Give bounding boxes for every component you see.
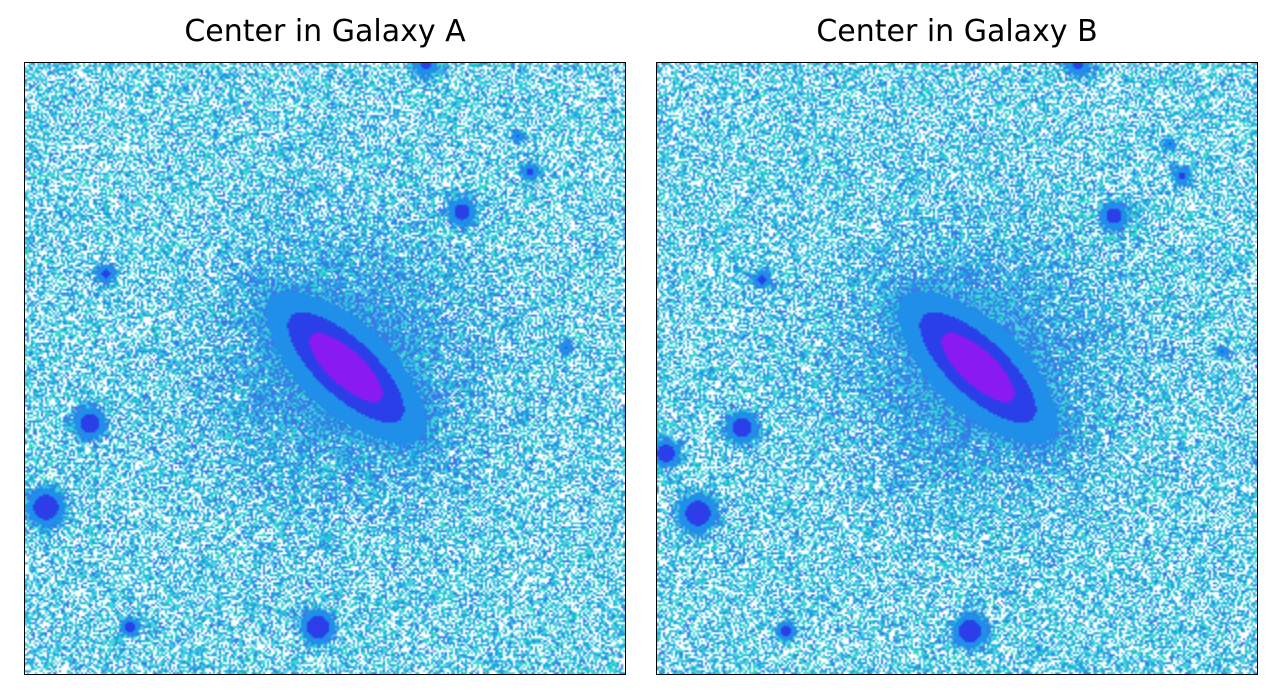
galaxy-b-image: [657, 63, 1257, 674]
galaxy-a-image: [25, 63, 625, 674]
panel-title-galaxy-b: Center in Galaxy B: [816, 14, 1098, 49]
panel-title-galaxy-a: Center in Galaxy A: [184, 14, 466, 49]
image-panel-galaxy-b: [656, 62, 1258, 675]
image-panel-galaxy-a: [24, 62, 626, 675]
